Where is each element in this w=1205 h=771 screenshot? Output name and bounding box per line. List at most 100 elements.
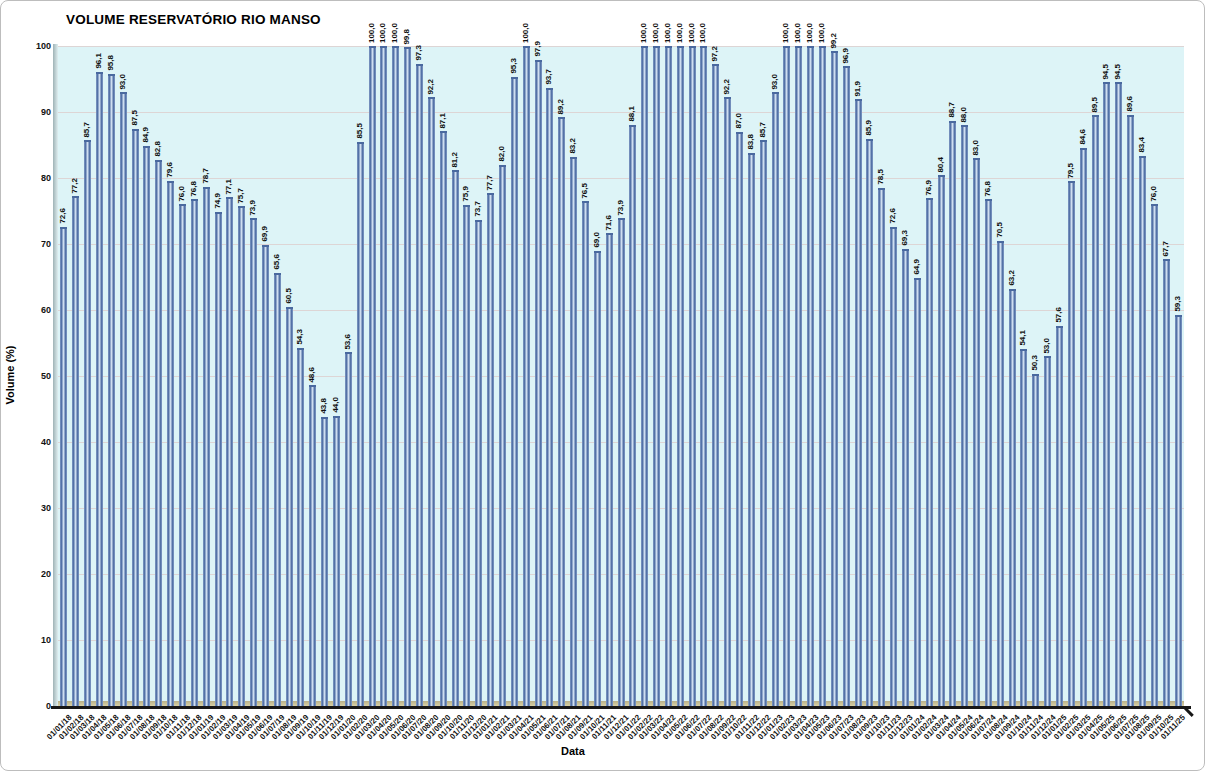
y-axis-title: Volume (%) (4, 335, 16, 415)
bar-value-label: 76,5 (579, 183, 590, 199)
bar (463, 205, 470, 706)
bar (926, 198, 933, 706)
bar (262, 245, 269, 706)
bar (238, 206, 245, 706)
bar (274, 273, 281, 706)
x-axis-line (51, 706, 1191, 709)
y-axis-tick-label: 20 (17, 569, 51, 579)
bar-value-label: 85,7 (81, 122, 92, 138)
bar (902, 249, 909, 706)
bar (297, 348, 304, 706)
bar-value-label: 100,0 (366, 23, 377, 43)
bar-value-label: 73,9 (247, 200, 258, 216)
bar (143, 146, 150, 706)
bar-value-label: 100,0 (377, 23, 388, 43)
bar-value-label: 75,9 (460, 186, 471, 202)
bar-value-label: 92,2 (721, 79, 732, 95)
bar-value-label: 83,2 (567, 138, 578, 154)
bar (392, 46, 399, 706)
bar-value-label: 95,3 (508, 58, 519, 74)
bar-value-label: 99,2 (828, 33, 839, 49)
bar-value-label: 44,0 (330, 397, 341, 413)
bar-value-label: 69,9 (259, 226, 270, 242)
bar-value-label: 96,1 (93, 53, 104, 69)
x-axis-title: Data (561, 745, 585, 757)
bar (807, 46, 814, 706)
bar-value-label: 50,3 (1029, 355, 1040, 371)
bar (203, 187, 210, 706)
bar-value-label: 100,0 (662, 23, 673, 43)
bar (677, 46, 684, 706)
bar (641, 46, 648, 706)
y-axis-tick-label: 70 (17, 239, 51, 249)
bar (440, 131, 447, 706)
bar-value-label: 100,0 (389, 23, 400, 43)
bar-value-label: 83,4 (1136, 137, 1147, 153)
bar-value-label: 100,0 (638, 23, 649, 43)
bar-value-label: 77,1 (223, 179, 234, 195)
bar (1175, 315, 1182, 706)
bar-value-label: 83,8 (745, 134, 756, 150)
bar (843, 66, 850, 706)
bar-value-label: 64,9 (911, 259, 922, 275)
bar-value-label: 60,5 (283, 288, 294, 304)
bar-value-label: 87,5 (129, 110, 140, 126)
y-axis-tick-label: 50 (17, 371, 51, 381)
bar-value-label: 88,0 (958, 107, 969, 123)
bar-value-label: 72,6 (57, 208, 68, 224)
bar (191, 199, 198, 706)
bar (72, 196, 79, 706)
bar (760, 140, 767, 706)
bar (795, 46, 802, 706)
bar-value-label: 74,9 (212, 193, 223, 209)
bar (1139, 156, 1146, 706)
bar (321, 417, 328, 706)
bar (286, 307, 293, 706)
bar-value-label: 94,5 (1112, 64, 1123, 80)
bar (938, 175, 945, 706)
bar (772, 92, 779, 706)
bar-value-label: 82,8 (152, 141, 163, 157)
bar (357, 142, 364, 706)
bar-value-label: 92,2 (425, 79, 436, 95)
bar-value-label: 89,5 (1089, 97, 1100, 113)
bar-value-label: 99,8 (401, 29, 412, 45)
y-axis-tick-label: 80 (17, 173, 51, 183)
bar (546, 88, 553, 706)
chart-title: VOLUME RESERVATÓRIO RIO MANSO (66, 12, 321, 27)
gridline (58, 112, 1184, 113)
bar-value-label: 48,6 (306, 367, 317, 383)
bar (653, 46, 660, 706)
bar (369, 46, 376, 706)
bar (1032, 374, 1039, 706)
bar-value-label: 97,3 (413, 45, 424, 61)
bar (819, 46, 826, 706)
plot-area: 72,677,285,796,195,893,087,584,982,879,6… (58, 46, 1184, 706)
bar-value-label: 100,0 (792, 23, 803, 43)
bar-value-label: 54,3 (294, 329, 305, 345)
bar (96, 72, 103, 706)
bar (594, 251, 601, 706)
y-axis-tick-label: 40 (17, 437, 51, 447)
bar (783, 46, 790, 706)
bar-value-label: 87,0 (733, 113, 744, 129)
bar-value-label: 76,9 (923, 180, 934, 196)
y-axis-tick-label: 30 (17, 503, 51, 513)
chart-container: VOLUME RESERVATÓRIO RIO MANSO Volume (%)… (0, 0, 1205, 771)
bar-value-label: 78,5 (875, 169, 886, 185)
bar (878, 188, 885, 706)
bar-value-label: 85,9 (863, 120, 874, 136)
bar-value-label: 100,0 (650, 23, 661, 43)
bar (333, 416, 340, 706)
bar (724, 97, 731, 706)
bar (1068, 181, 1075, 706)
bar (535, 60, 542, 706)
bar (618, 218, 625, 706)
bar (1056, 326, 1063, 706)
bar (914, 278, 921, 706)
bar-value-label: 88,7 (946, 102, 957, 118)
bar (1044, 356, 1051, 706)
bar (84, 140, 91, 706)
bar-value-label: 88,1 (626, 106, 637, 122)
bar-value-label: 100,0 (686, 23, 697, 43)
